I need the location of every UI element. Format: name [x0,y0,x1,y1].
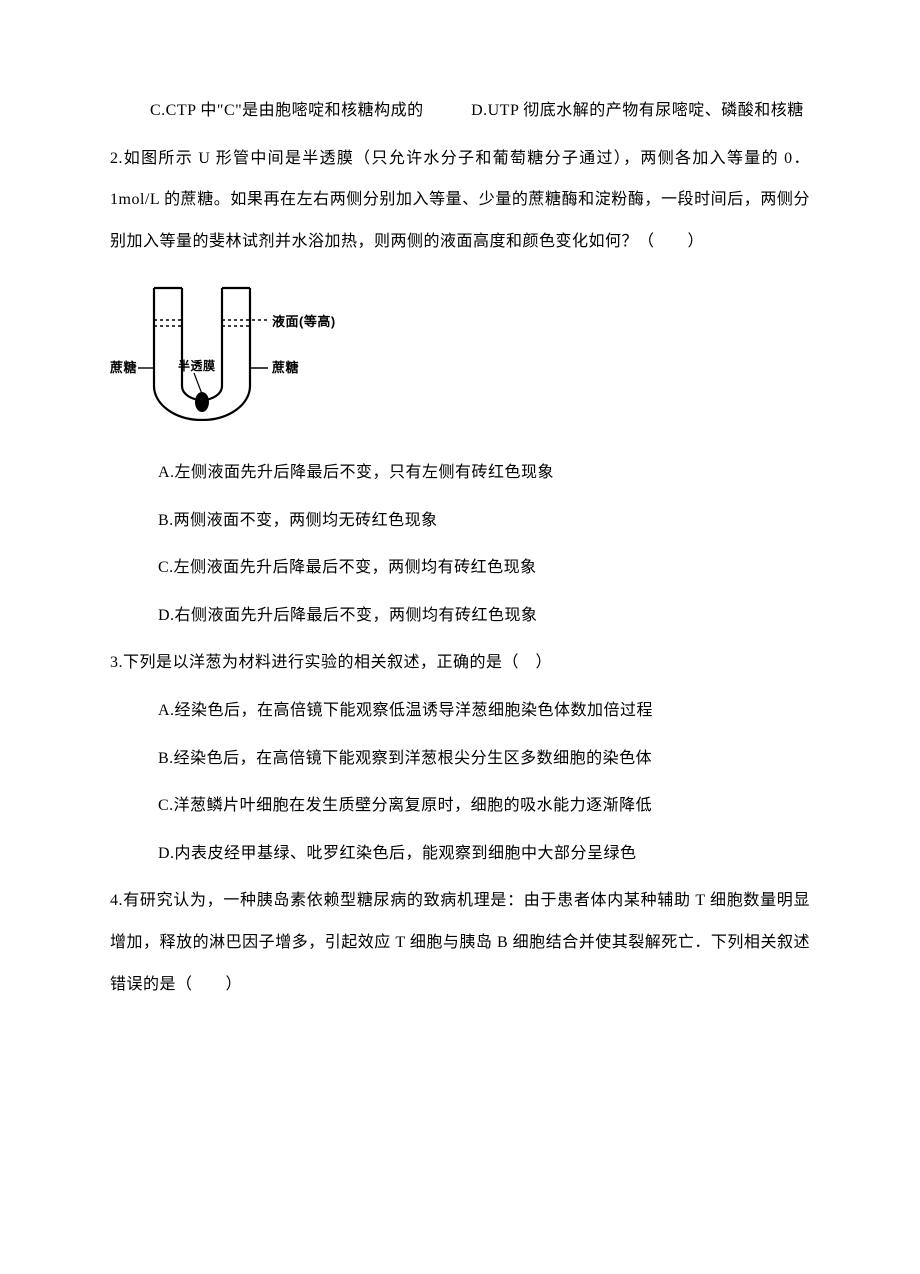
label-right: 蔗糖 [271,360,299,375]
q2-option-c: C.左侧液面先升后降最后不变，两侧均有砖红色现象 [110,547,810,589]
q2-option-d: D.右侧液面先升后降最后不变，两侧均有砖红色现象 [110,595,810,637]
label-liquid-level: 液面(等高) [272,314,336,329]
u-tube-diagram: 蔗糖 蔗糖 液面(等高) 半透膜 [110,276,810,438]
q3-option-c: C.洋葱鳞片叶细胞在发生质壁分离复原时，细胞的吸水能力逐渐降低 [110,785,810,827]
q3-stem: 3.下列是以洋葱为材料进行实验的相关叙述，正确的是（ ） [110,642,810,684]
label-left: 蔗糖 [110,360,137,375]
document-page: C.CTP 中"C"是由胞嘧啶和核糖构成的 D.UTP 彻底水解的产物有尿嘧啶、… [0,0,920,1071]
q1-option-c: C.CTP 中"C"是由胞嘧啶和核糖构成的 [150,102,424,119]
q3-option-d: D.内表皮经甲基绿、吡罗红染色后，能观察到细胞中大部分呈绿色 [110,833,810,875]
q2-stem: 2.如图所示 U 形管中间是半透膜（只允许水分子和葡萄糖分子通过），两侧各加入等… [110,138,810,263]
u-tube-inner [182,288,222,400]
q3-option-a: A.经染色后，在高倍镜下能观察低温诱导洋葱细胞染色体数加倍过程 [110,690,810,732]
q1-option-d: D.UTP 彻底水解的产物有尿嘧啶、磷酸和核糖 [471,102,804,119]
label-membrane: 半透膜 [178,358,216,373]
u-tube-svg: 蔗糖 蔗糖 液面(等高) 半透膜 [110,276,340,421]
q2-option-b: B.两侧液面不变，两侧均无砖红色现象 [110,500,810,542]
leader-membrane [194,373,202,394]
q4-stem: 4.有研究认为，一种胰岛素依赖型糖尿病的致病机理是：由于患者体内某种辅助 T 细… [110,880,810,1005]
q3-option-b: B.经染色后，在高倍镜下能观察到洋葱根尖分生区多数细胞的染色体 [110,738,810,780]
membrane-dot [195,392,209,412]
q2-option-a: A.左侧液面先升后降最后不变，只有左侧有砖红色现象 [110,452,810,494]
q1-options-cd: C.CTP 中"C"是由胞嘧啶和核糖构成的 D.UTP 彻底水解的产物有尿嘧啶、… [110,90,810,132]
